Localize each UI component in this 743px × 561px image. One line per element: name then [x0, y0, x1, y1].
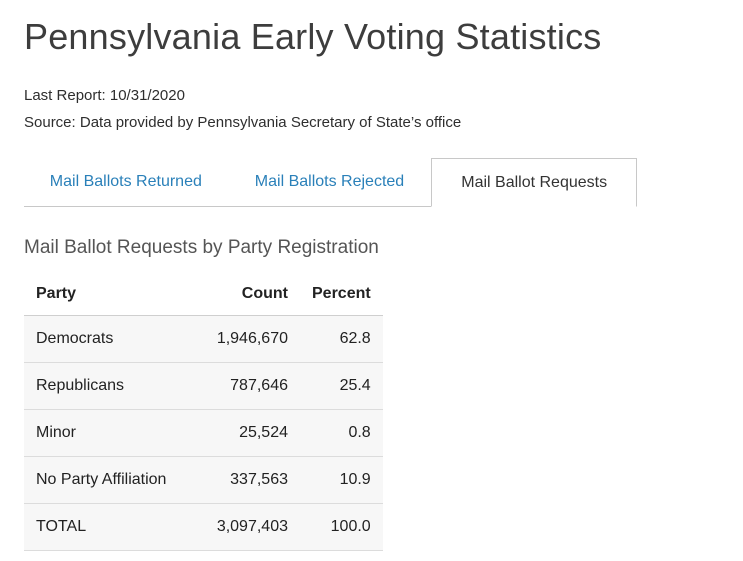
party-cell: TOTAL — [24, 503, 194, 551]
percent-cell: 100.0 — [300, 503, 383, 551]
count-cell: 3,097,403 — [194, 503, 300, 551]
tab-mail-ballots-returned[interactable]: Mail Ballots Returned — [49, 173, 202, 190]
party-cell: Minor — [24, 409, 194, 457]
column-header-percent: Percent — [300, 275, 383, 316]
table-row-total: TOTAL 3,097,403 100.0 — [24, 503, 383, 551]
section-heading: Mail Ballot Requests by Party Registrati… — [24, 237, 379, 258]
column-header-count: Count — [194, 275, 300, 316]
page-title: Pennsylvania Early Voting Statistics — [24, 16, 602, 57]
percent-cell: 0.8 — [300, 409, 383, 457]
party-cell: No Party Affiliation — [24, 456, 194, 504]
table-row: Minor 25,524 0.8 — [24, 409, 383, 457]
percent-cell: 10.9 — [300, 456, 383, 504]
last-report-text: Last Report: 10/31/2020 — [24, 87, 185, 104]
ballot-requests-table: Party Count Percent Democrats 1,946,670 … — [24, 275, 383, 551]
table-row: Democrats 1,946,670 62.8 — [24, 315, 383, 363]
tab-mail-ballot-requests[interactable]: Mail Ballot Requests — [431, 158, 638, 207]
tab-bar: Mail Ballots Returned Mail Ballots Rejec… — [24, 158, 638, 207]
table-row: No Party Affiliation 337,563 10.9 — [24, 456, 383, 504]
count-cell: 25,524 — [194, 409, 300, 457]
party-cell: Democrats — [24, 315, 194, 363]
party-cell: Republicans — [24, 362, 194, 410]
table-header-row: Party Count Percent — [24, 275, 383, 316]
tab-mail-ballots-rejected[interactable]: Mail Ballots Rejected — [254, 173, 405, 190]
table-row: Republicans 787,646 25.4 — [24, 362, 383, 410]
source-text: Source: Data provided by Pennsylvania Se… — [24, 114, 462, 131]
percent-cell: 62.8 — [300, 315, 383, 363]
percent-cell: 25.4 — [300, 362, 383, 410]
count-cell: 1,946,670 — [194, 315, 300, 363]
column-header-party: Party — [24, 275, 194, 316]
count-cell: 337,563 — [194, 456, 300, 504]
count-cell: 787,646 — [194, 362, 300, 410]
